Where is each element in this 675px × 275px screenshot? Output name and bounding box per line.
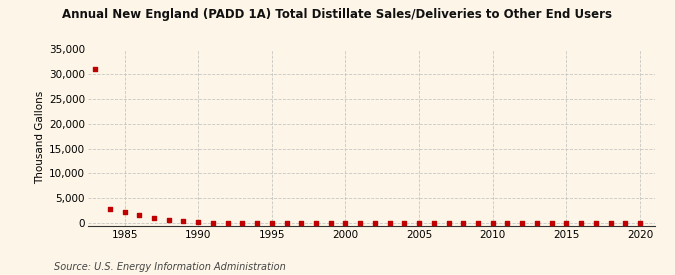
Point [296, 221, 306, 225]
Point [591, 221, 601, 225]
Point [472, 221, 483, 225]
Point [267, 221, 277, 225]
Point [605, 221, 616, 225]
Point [576, 221, 587, 225]
Point [178, 218, 189, 223]
Point [163, 218, 174, 222]
Point [281, 221, 292, 225]
Text: Annual New England (PADD 1A) Total Distillate Sales/Deliveries to Other End User: Annual New England (PADD 1A) Total Disti… [63, 8, 612, 21]
Y-axis label: Thousand Gallons: Thousand Gallons [34, 91, 45, 184]
Point [252, 221, 263, 225]
Point [384, 221, 395, 225]
Point [634, 221, 645, 225]
Point [310, 221, 321, 225]
Point [414, 221, 425, 225]
Point [487, 221, 498, 225]
Point [340, 221, 351, 225]
Point [561, 221, 572, 225]
Point [119, 210, 130, 214]
Point [443, 221, 454, 225]
Point [222, 221, 233, 225]
Point [207, 220, 218, 225]
Point [148, 216, 159, 220]
Point [517, 221, 528, 225]
Point [531, 221, 542, 225]
Point [620, 221, 630, 225]
Point [134, 212, 144, 217]
Point [325, 221, 336, 225]
Point [502, 221, 513, 225]
Text: Source: U.S. Energy Information Administration: Source: U.S. Energy Information Administ… [54, 262, 286, 272]
Point [399, 221, 410, 225]
Point [193, 220, 204, 224]
Point [237, 220, 248, 225]
Point [105, 207, 115, 211]
Point [90, 67, 101, 71]
Point [355, 221, 366, 225]
Point [429, 221, 439, 225]
Point [458, 221, 468, 225]
Point [546, 221, 557, 225]
Point [369, 221, 380, 225]
